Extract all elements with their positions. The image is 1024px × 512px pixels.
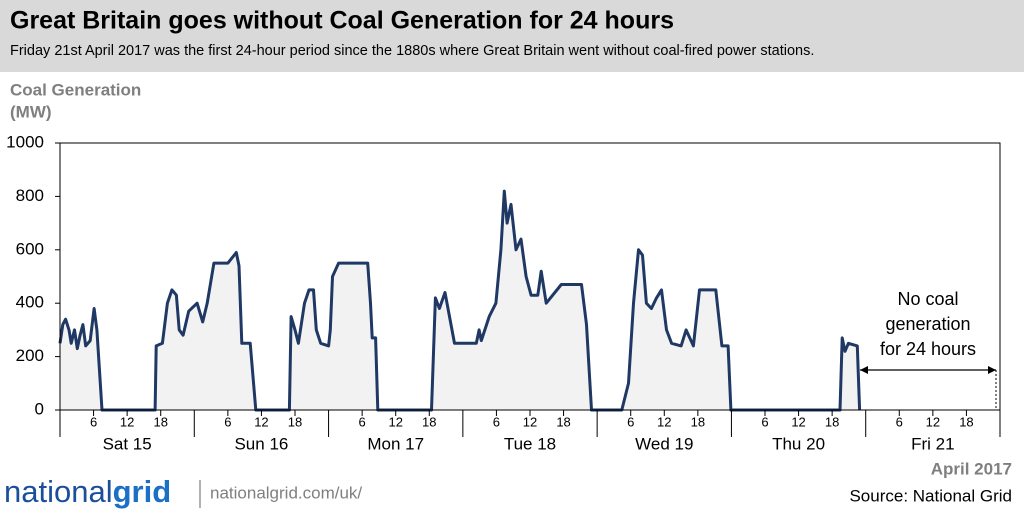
day-label: Fri 21 <box>911 434 954 453</box>
x-tick-label: 12 <box>791 414 805 429</box>
day-label: Tue 18 <box>504 434 556 453</box>
x-tick-label: 12 <box>657 414 671 429</box>
x-tick-label: 18 <box>556 414 570 429</box>
x-tick-label: 6 <box>493 414 500 429</box>
x-tick-label: 18 <box>825 414 839 429</box>
y-axis-label: (MW) <box>10 102 52 121</box>
date-note: April 2017 <box>931 459 1012 478</box>
x-tick-label: 18 <box>153 414 167 429</box>
x-tick-label: 6 <box>627 414 634 429</box>
day-label: Mon 17 <box>367 434 424 453</box>
y-tick-label: 800 <box>16 186 44 205</box>
x-tick-label: 18 <box>691 414 705 429</box>
day-label: Sat 15 <box>103 434 152 453</box>
annotation: for 24 hours <box>880 339 976 359</box>
x-tick-label: 12 <box>388 414 402 429</box>
brand-part: grid <box>113 474 172 509</box>
chart-subtitle: Friday 21st April 2017 was the first 24-… <box>10 43 814 59</box>
x-tick-label: 12 <box>523 414 537 429</box>
x-tick-label: 18 <box>288 414 302 429</box>
brand-logo: nationalgrid <box>4 474 171 509</box>
y-tick-label: 0 <box>35 399 44 418</box>
y-tick-label: 400 <box>16 293 44 312</box>
y-axis-label: Coal Generation <box>10 80 141 99</box>
day-label: Wed 19 <box>635 434 693 453</box>
source: Source: National Grid <box>849 486 1012 505</box>
x-tick-label: 18 <box>959 414 973 429</box>
y-tick-label: 200 <box>16 346 44 365</box>
x-tick-label: 6 <box>90 414 97 429</box>
day-label: Thu 20 <box>772 434 825 453</box>
x-tick-label: 6 <box>224 414 231 429</box>
x-tick-label: 12 <box>926 414 940 429</box>
area <box>60 191 860 410</box>
x-tick-label: 6 <box>359 414 366 429</box>
x-tick-label: 18 <box>422 414 436 429</box>
x-tick-label: 12 <box>254 414 268 429</box>
y-tick-label: 1000 <box>6 132 44 151</box>
annotation: generation <box>885 314 970 334</box>
day-label: Sun 16 <box>234 434 288 453</box>
chart-title: Great Britain goes without Coal Generati… <box>10 7 674 35</box>
annotation: No coal <box>897 289 958 309</box>
x-tick-label: 12 <box>120 414 134 429</box>
x-tick-label: 6 <box>761 414 768 429</box>
x-tick-label: 6 <box>896 414 903 429</box>
y-tick-label: 600 <box>16 239 44 258</box>
header-band <box>0 0 1024 72</box>
arrow-head <box>988 366 996 374</box>
brand-part: national <box>4 474 113 509</box>
url: nationalgrid.com/uk/ <box>210 483 362 502</box>
arrow-head <box>860 366 868 374</box>
